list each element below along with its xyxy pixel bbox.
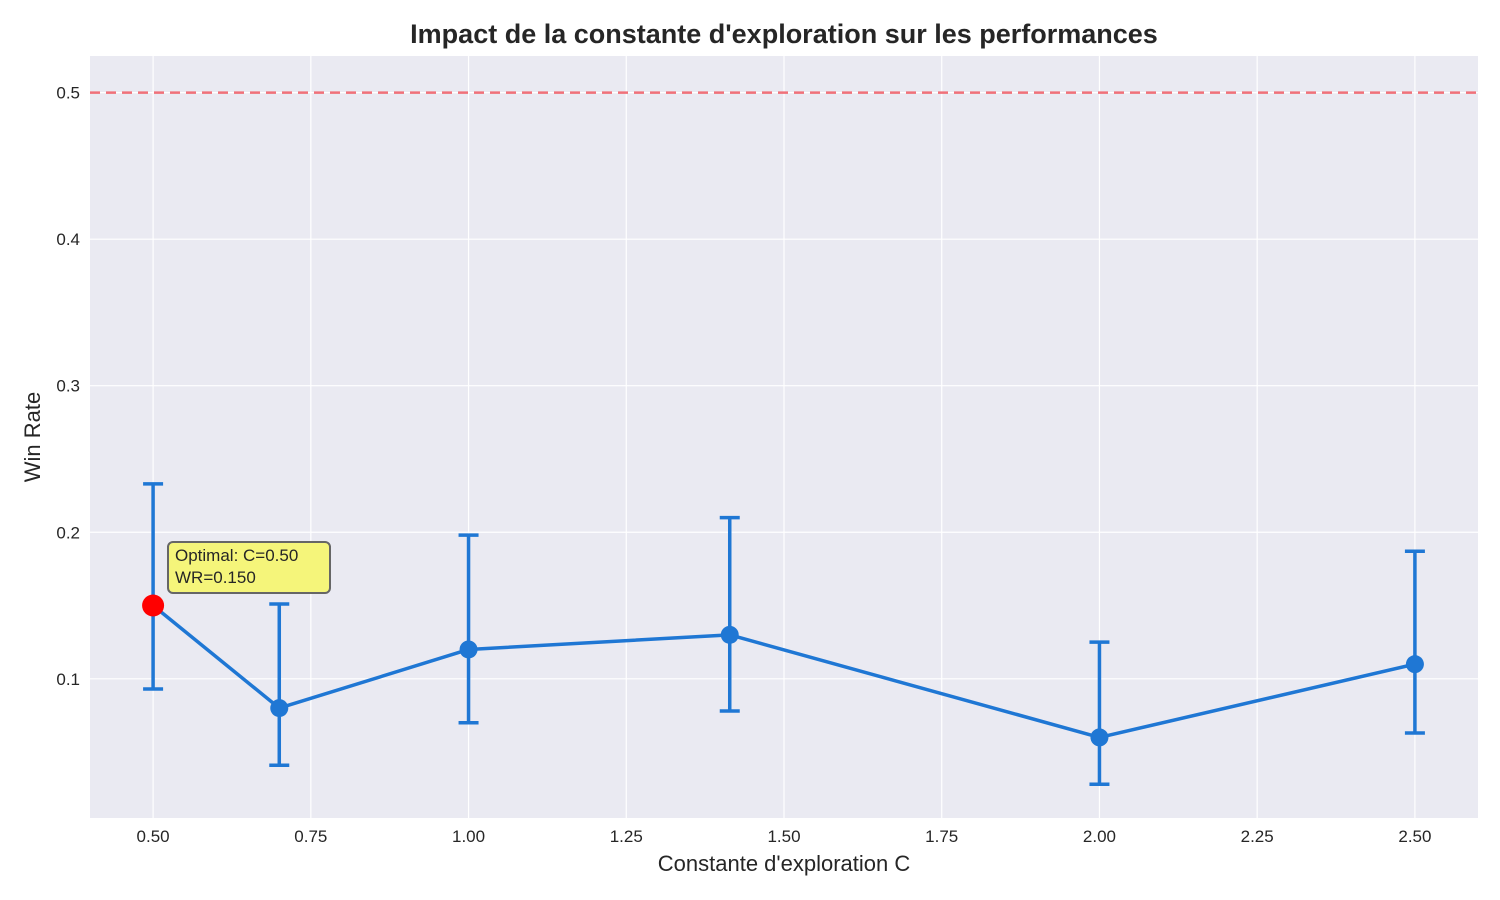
y-tick-label: 0.2 [56, 523, 80, 542]
x-tick-label: 0.50 [137, 827, 170, 846]
x-tick-label: 2.50 [1398, 827, 1431, 846]
y-tick-label: 0.5 [56, 84, 80, 103]
series-line [151, 604, 1416, 740]
optimal-annotation: Optimal: C=0.50 WR=0.150 [167, 541, 331, 594]
data-point [1405, 655, 1424, 674]
x-axis-ticks: 0.50 0.75 1.00 1.25 1.50 1.75 2.00 2.25 2.50 [137, 827, 1432, 846]
x-tick-label: 1.00 [452, 827, 485, 846]
annotation-line-1: Optimal: C=0.50 [175, 546, 298, 565]
x-tick-label: 0.75 [294, 827, 327, 846]
y-tick-label: 0.1 [56, 670, 80, 689]
x-axis-label: Constante d'exploration C [658, 851, 911, 876]
x-tick-label: 1.50 [767, 827, 800, 846]
x-tick-label: 2.00 [1083, 827, 1116, 846]
series-line-group [151, 604, 1416, 740]
data-point [459, 640, 478, 659]
data-point [270, 699, 289, 718]
y-axis-ticks: 0.1 0.2 0.3 0.4 0.5 [56, 84, 80, 689]
error-bars [143, 482, 1425, 787]
x-tick-label: 1.25 [610, 827, 643, 846]
data-point [1090, 728, 1109, 747]
y-axis-label: Win Rate [20, 392, 45, 482]
y-tick-label: 0.3 [56, 377, 80, 396]
chart-title: Impact de la constante d'exploration sur… [410, 19, 1158, 49]
annotation-box [167, 541, 331, 594]
data-points [142, 594, 1424, 747]
data-point [720, 625, 739, 644]
annotation-line-2: WR=0.150 [175, 568, 256, 587]
x-tick-label: 2.25 [1241, 827, 1274, 846]
y-tick-label: 0.4 [56, 230, 80, 249]
optimal-point [142, 594, 165, 617]
x-tick-label: 1.75 [925, 827, 958, 846]
